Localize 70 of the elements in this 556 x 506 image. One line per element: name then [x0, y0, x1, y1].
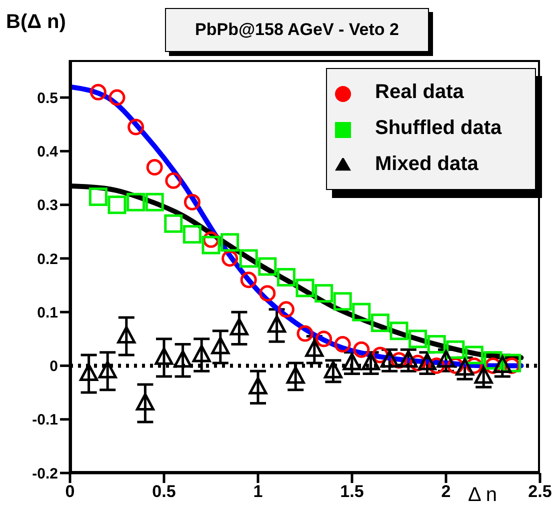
- y-tick-label: 0.3: [37, 197, 58, 214]
- point: [333, 292, 352, 311]
- point: [390, 322, 408, 340]
- point: [278, 301, 294, 318]
- y-tick-label: 0.2: [37, 250, 58, 268]
- point: [174, 350, 192, 368]
- point: [493, 355, 512, 373]
- point: [222, 250, 238, 267]
- x-tick-label: 1: [253, 482, 263, 502]
- point: [427, 335, 446, 354]
- point: [296, 278, 314, 298]
- point: [154, 347, 174, 365]
- y-tick-label: 0: [50, 358, 58, 376]
- point: [286, 366, 305, 384]
- point: [240, 272, 257, 288]
- point: [90, 84, 106, 100]
- point: [474, 366, 493, 384]
- point: [108, 89, 126, 106]
- x-tick-label: 2: [441, 482, 451, 502]
- point: [314, 284, 334, 303]
- chart-title: PbPb@158 AGeV - Veto 2: [165, 8, 429, 52]
- x-axis-title: Δ n: [468, 484, 497, 506]
- point: [370, 314, 390, 332]
- point: [108, 196, 126, 214]
- point: [305, 339, 324, 357]
- point: [259, 285, 276, 302]
- point: [258, 257, 277, 276]
- point: [128, 118, 144, 136]
- y-axis-title: B(Δ n): [6, 11, 66, 33]
- legend-label: Shuffled data: [375, 117, 502, 139]
- point: [353, 341, 370, 358]
- point: [136, 393, 154, 411]
- point: [296, 325, 314, 342]
- point: [464, 346, 484, 364]
- point: [117, 326, 136, 344]
- point: [211, 336, 230, 354]
- point: [80, 364, 98, 382]
- point: [334, 336, 351, 353]
- point: [182, 225, 202, 244]
- point: [164, 214, 183, 233]
- point: [352, 302, 371, 322]
- legend-label: Mixed data: [375, 153, 478, 175]
- point: [268, 315, 286, 333]
- point: [456, 358, 474, 376]
- point: [408, 330, 428, 348]
- point: [239, 249, 258, 268]
- point: [192, 344, 211, 362]
- point: [88, 188, 108, 206]
- x-tick-label: 0.5: [152, 482, 176, 502]
- point: [316, 330, 332, 348]
- x-tick-label: 1.5: [340, 482, 364, 502]
- point: [146, 159, 163, 176]
- point: [220, 233, 240, 252]
- y-tick-label: 0.1: [37, 304, 58, 322]
- y-tick-label: -0.1: [32, 412, 58, 429]
- point: [145, 192, 164, 212]
- point: [248, 376, 268, 394]
- y-tick-label: 0.4: [37, 144, 59, 161]
- point: [202, 236, 220, 254]
- point: [165, 172, 182, 189]
- legend-label: Real data: [375, 81, 464, 103]
- x-tick-label: 2.5: [528, 482, 552, 502]
- point: [276, 268, 296, 286]
- x-tick-label: 0: [65, 482, 75, 502]
- y-tick-label: -0.2: [32, 465, 58, 482]
- point: [230, 318, 248, 336]
- point: [98, 360, 117, 378]
- point: [126, 192, 146, 212]
- y-tick-label: 0.5: [37, 90, 58, 107]
- point: [184, 194, 200, 210]
